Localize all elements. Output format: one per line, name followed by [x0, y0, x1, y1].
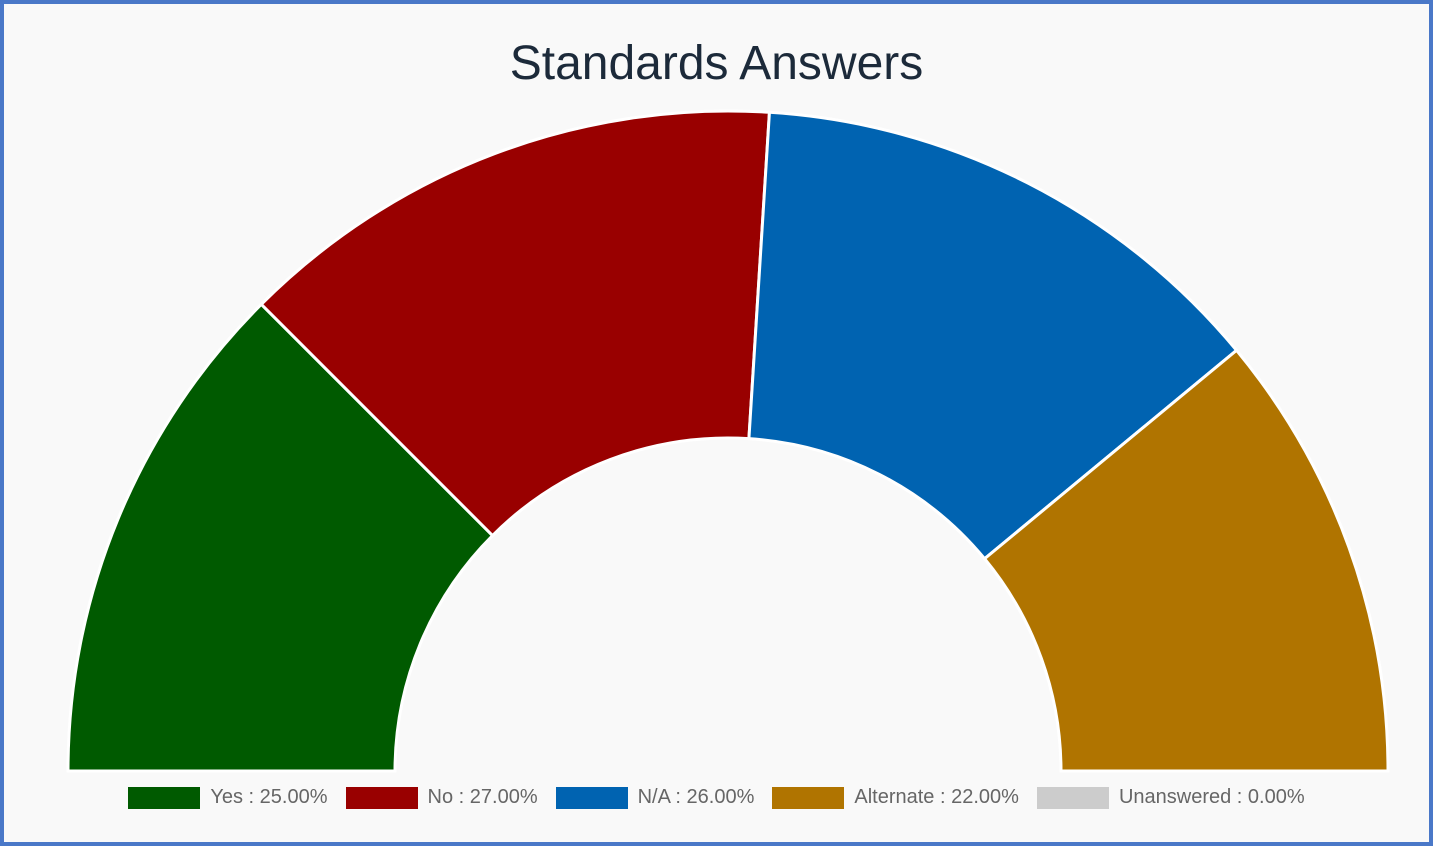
legend-label: N/A : 26.00% [638, 786, 755, 809]
chart-legend: Yes : 25.00% No : 27.00% N/A : 26.00% Alter… [0, 786, 1433, 809]
legend-swatch [345, 786, 418, 809]
legend-item[interactable]: Alternate : 22.00% [772, 786, 1019, 809]
legend-separator: : [934, 786, 952, 808]
legend-series-value: 0.00% [1247, 786, 1305, 808]
legend-separator: : [243, 786, 260, 808]
legend-series-value: 26.00% [686, 786, 755, 808]
legend-item[interactable]: No : 27.00% [345, 786, 538, 809]
legend-swatch [555, 786, 628, 809]
slice-yes[interactable] [66, 302, 495, 773]
legend-series-value: 22.00% [951, 786, 1019, 808]
slice-n-a[interactable] [747, 110, 1239, 561]
legend-separator: : [669, 786, 687, 808]
legend-label: No : 27.00% [428, 786, 538, 809]
legend-item[interactable]: Unanswered : 0.00% [1036, 786, 1305, 809]
slice-alternate[interactable] [982, 348, 1390, 773]
chart-slices [66, 109, 1390, 773]
legend-separator: : [453, 786, 470, 808]
legend-series-value: 25.00% [259, 786, 328, 808]
legend-series-name: Yes [210, 786, 243, 808]
legend-series-name: No [427, 786, 454, 808]
slice-no[interactable] [259, 109, 772, 538]
legend-item[interactable]: N/A : 26.00% [555, 786, 755, 809]
legend-swatch [772, 786, 845, 809]
legend-series-value: 27.00% [469, 786, 538, 808]
legend-label: Unanswered : 0.00% [1119, 786, 1305, 809]
chart-title: Standards Answers [509, 37, 924, 90]
legend-item[interactable]: Yes : 25.00% [128, 786, 328, 809]
legend-swatch [128, 786, 201, 809]
legend-series-name: N/A [637, 786, 670, 808]
legend-swatch [1036, 786, 1109, 809]
legend-label: Yes : 25.00% [210, 786, 327, 809]
legend-label: Alternate : 22.00% [854, 786, 1019, 809]
legend-separator: : [1231, 786, 1248, 808]
legend-series-name: Unanswered [1118, 786, 1232, 808]
legend-series-name: Alternate [854, 786, 935, 808]
